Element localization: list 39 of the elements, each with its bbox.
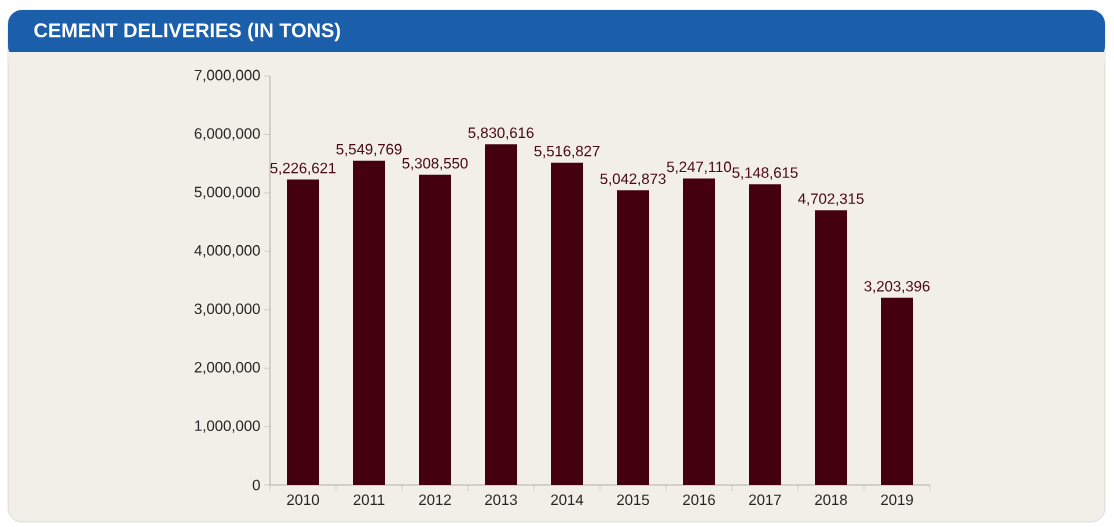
data-label: 3,203,396 [864,280,930,294]
x-tick-label: 2010 [287,494,320,506]
y-tick-label: 1,000,000 [195,420,260,433]
y-tick-label: 3,000,000 [194,303,260,316]
y-tick-label: 4,000,000 [194,245,260,258]
data-label: 5,042,873 [600,173,666,186]
y-tick-label: 0 [252,479,260,491]
bar [881,297,914,486]
bar [749,184,782,486]
y-tick-label: 2,000,000 [194,361,260,375]
x-tick-label: 2019 [881,494,913,506]
x-tick-label: 2012 [419,494,451,506]
x-tick-label: 2013 [485,494,517,506]
x-tick-label: 2017 [749,494,781,506]
chart-title: CEMENT DELIVERIES (IN TONS) [34,22,340,42]
y-tick-label: 5,000,000 [194,186,260,200]
x-tick-label: 2011 [353,494,385,506]
x-tick-label: 2018 [815,494,847,506]
y-tick-label: 6,000,000 [194,128,260,141]
x-tick-label: 2016 [683,494,715,506]
bar [419,174,451,486]
data-label: 5,516,827 [534,145,600,159]
data-label: 5,549,769 [336,143,402,157]
bar [287,179,319,486]
data-label: 4,702,315 [798,193,864,206]
bar [485,144,517,486]
data-label: 5,247,110 [666,161,732,174]
bar [551,162,584,486]
bar [353,160,385,486]
bar [617,190,650,486]
x-tick-label: 2014 [551,494,584,506]
x-tick-label: 2015 [617,494,649,506]
data-label: 5,308,550 [402,157,468,171]
bar [815,210,848,486]
y-tick-label: 7,000,000 [194,69,260,83]
data-label: 5,830,616 [468,127,534,140]
bar [683,178,716,486]
data-label: 5,148,615 [732,167,798,180]
data-label: 5,226,621 [270,162,336,176]
